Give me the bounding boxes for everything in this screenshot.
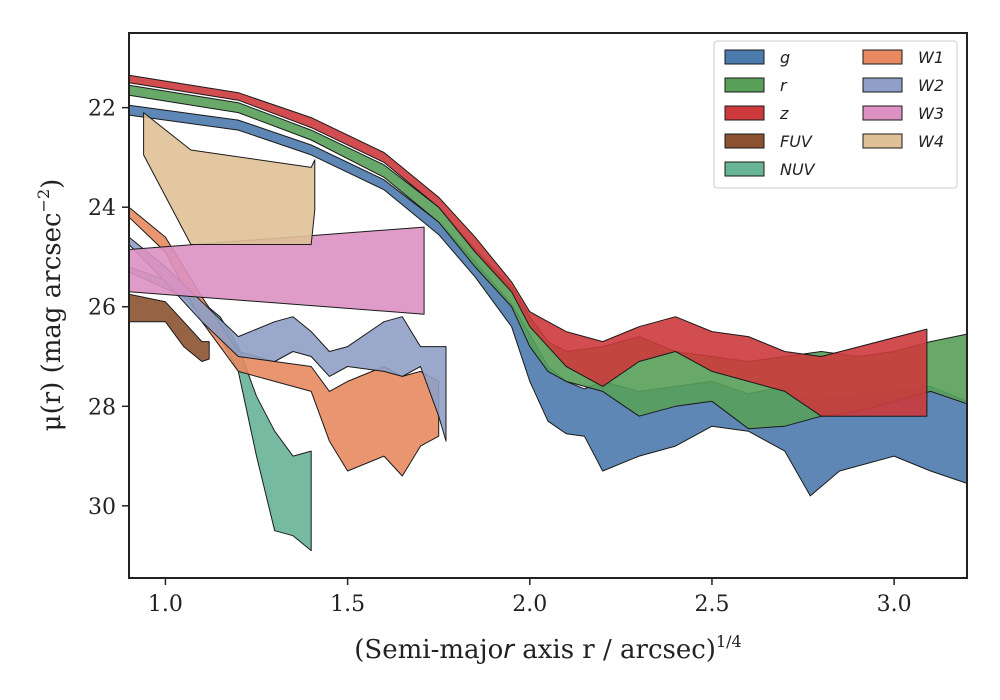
series-band-w4 (143, 112, 316, 245)
x-tick-label: 1.0 (148, 592, 183, 617)
x-tick-label: 2.0 (512, 592, 547, 617)
y-tick-label: 30 (88, 495, 116, 520)
legend-swatch-w2 (862, 77, 903, 93)
legend-label-fuv: FUV (780, 132, 813, 151)
legend-label-nuv: NUV (780, 160, 816, 179)
legend-label-z: z (779, 104, 789, 123)
legend-swatch-z (724, 105, 765, 121)
legend-label-w3: W3 (918, 104, 944, 123)
legend: grz FUV NUV W1 W2 W3 W4 (713, 40, 958, 189)
y-tick-label: 28 (88, 395, 116, 420)
axes-layer: 1.0 1.5 2.0 2.5 3.0 22 24 26 28 30 (88, 32, 968, 617)
y-tick-label: 24 (88, 196, 116, 221)
legend-label-g: g (780, 48, 790, 67)
series-band-z (128, 74, 928, 417)
legend-label-w4: W4 (918, 132, 944, 151)
legend-swatch-w4 (862, 133, 903, 149)
legend-swatch-w1 (862, 49, 903, 65)
legend-label-w2: W2 (918, 76, 944, 95)
legend-swatch-r (724, 77, 765, 93)
y-tick-label: 22 (88, 97, 116, 122)
y-tick-label: 26 (88, 296, 116, 321)
series-band-fuv (128, 293, 210, 362)
x-axis-label: (Semi-major axis r / arcsec)1/4 (354, 632, 741, 665)
plot-frame (128, 32, 968, 579)
legend-swatch-fuv (724, 133, 765, 149)
series-band-w2 (128, 236, 447, 442)
legend-swatch-w3 (862, 105, 903, 121)
x-tick-label: 2.5 (694, 592, 729, 617)
x-tick-label: 3.0 (877, 592, 912, 617)
legend-label-w1: W1 (918, 48, 944, 67)
legend-swatch-g (724, 49, 765, 65)
legend-label-r: r (780, 76, 788, 95)
legend-swatch-nuv (724, 161, 765, 177)
x-tick-label: 1.5 (330, 592, 365, 617)
y-axis-label: μ(r) (mag arcsec−2) (34, 179, 67, 432)
